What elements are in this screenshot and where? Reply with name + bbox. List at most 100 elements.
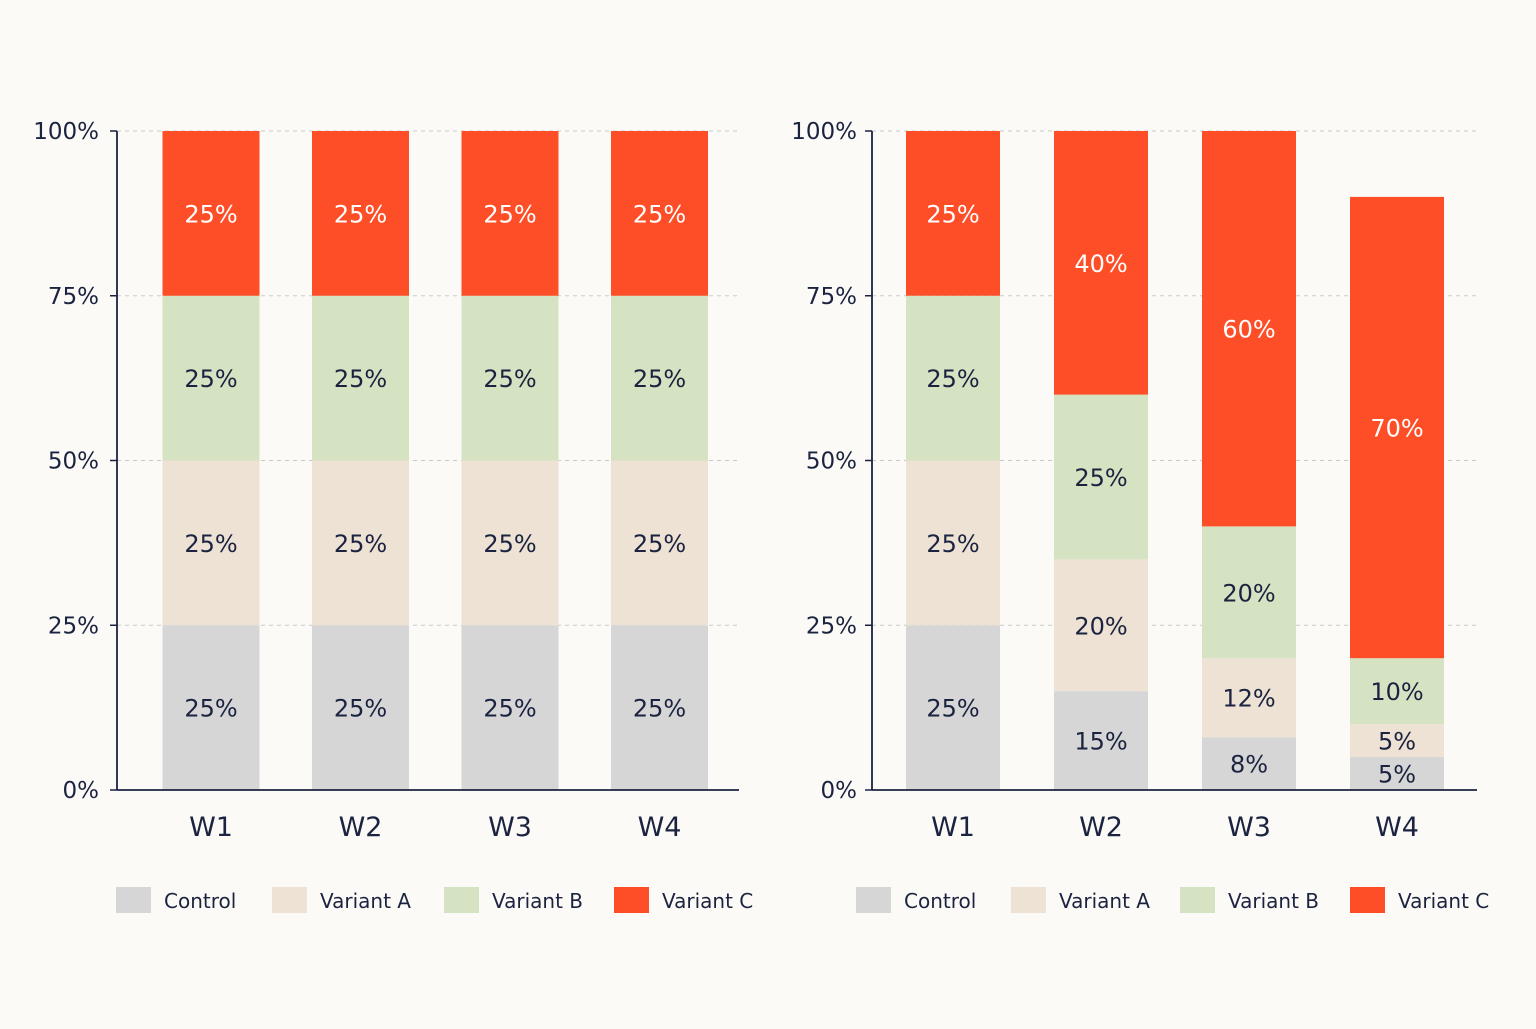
data-label: 25% xyxy=(483,365,536,393)
bar-stack-w1: 25% 25% 25% 25% xyxy=(906,131,1000,790)
legend-label: Variant B xyxy=(1228,889,1319,913)
bar-segment-variant-b xyxy=(1202,526,1296,659)
data-label: 5% xyxy=(1378,728,1416,756)
legend-swatch xyxy=(444,887,479,913)
bar-segment-variant-a xyxy=(312,460,409,626)
bar-segment-control xyxy=(1202,737,1296,790)
y-tick-label: 0% xyxy=(63,778,100,804)
data-label: 25% xyxy=(633,695,686,723)
legend-swatch xyxy=(272,887,307,913)
data-label: 25% xyxy=(926,695,979,723)
y-tick-label: 75% xyxy=(806,284,857,310)
bar-segment-control xyxy=(1350,757,1444,790)
bar-segment-variant-c xyxy=(1202,131,1296,527)
x-tick-label: W3 xyxy=(488,812,532,843)
x-tick-label: W4 xyxy=(638,812,682,843)
data-label: 25% xyxy=(334,530,387,558)
data-label: 25% xyxy=(633,365,686,393)
bar-segment-variant-b xyxy=(312,295,409,461)
bar-segment-variant-c xyxy=(1054,131,1148,395)
bar-segment-variant-c xyxy=(611,131,708,296)
bar-segment-variant-a xyxy=(906,460,1000,626)
bar-segment-control xyxy=(312,625,409,790)
legend-swatch xyxy=(1180,887,1215,913)
bar-segment-control xyxy=(461,625,559,790)
legend-label: Variant A xyxy=(1059,889,1150,913)
bar-stack-w3: 8% 12% 20% 60% xyxy=(1202,131,1296,790)
bar-segment-variant-a xyxy=(1202,658,1296,738)
data-label: 25% xyxy=(633,200,686,228)
bar-segment-variant-c xyxy=(162,131,260,296)
legend-label: Control xyxy=(164,889,236,913)
legend-label: Variant A xyxy=(320,889,411,913)
bar-segment-variant-b xyxy=(461,295,559,461)
bar-stack-w2: 15% 20% 25% 40% xyxy=(1054,131,1148,790)
y-tick-label: 50% xyxy=(806,449,857,475)
data-label: 25% xyxy=(926,530,979,558)
bar-segment-variant-b xyxy=(611,295,708,461)
data-label: 25% xyxy=(633,530,686,558)
data-label: 40% xyxy=(1074,250,1127,278)
data-label: 60% xyxy=(1222,316,1275,344)
legend: Control Variant A Variant B Variant C xyxy=(856,887,1489,913)
bar-segment-control xyxy=(906,625,1000,790)
legend-swatch xyxy=(1350,887,1385,913)
data-label: 5% xyxy=(1378,761,1416,789)
legend-label: Variant B xyxy=(492,889,583,913)
x-tick-label: W2 xyxy=(1079,812,1123,843)
chart-panel-2: 0% 25% 50% 75% 100% 25% 25% 25% 25% W1 15% 20% 25% 40… xyxy=(791,119,1489,913)
bar-segment-variant-b xyxy=(1054,394,1148,560)
legend-swatch xyxy=(116,887,151,913)
legend-label: Variant C xyxy=(1398,889,1489,913)
bar-stack-w3: 25% 25% 25% 25% xyxy=(461,131,559,790)
bar-segment-variant-c xyxy=(312,131,409,296)
bar-segment-variant-c xyxy=(461,131,559,296)
bar-segment-variant-b xyxy=(1350,658,1444,725)
bar-stack-w1: 25% 25% 25% 25% xyxy=(162,131,260,790)
legend: Control Variant A Variant B Variant C xyxy=(116,887,753,913)
bar-segment-variant-a xyxy=(162,460,260,626)
legend-label: Variant C xyxy=(662,889,753,913)
data-label: 25% xyxy=(184,200,237,228)
data-label: 25% xyxy=(483,530,536,558)
legend-swatch xyxy=(856,887,891,913)
y-tick-label: 25% xyxy=(806,613,857,639)
chart-panel-1: 0%25%50%75%100%25%25%25%25%W125%25%25%25… xyxy=(33,119,753,913)
data-label: 10% xyxy=(1370,678,1423,706)
data-label: 25% xyxy=(184,365,237,393)
x-tick-label: W4 xyxy=(1375,812,1419,843)
bar-segment-variant-c xyxy=(1350,196,1444,659)
bar-stack-w4: 5% 5% 10% 70% xyxy=(1350,196,1444,790)
bar-stack-w2: 25% 25% 25% 25% xyxy=(312,131,409,790)
data-label: 25% xyxy=(334,695,387,723)
data-label: 20% xyxy=(1222,579,1275,607)
data-label: 8% xyxy=(1230,751,1268,779)
data-label: 20% xyxy=(1074,612,1127,640)
y-tick-label: 0% xyxy=(821,778,858,804)
bar-segment-control xyxy=(1054,691,1148,790)
bar-segment-variant-a xyxy=(611,460,708,626)
data-label: 70% xyxy=(1370,415,1423,443)
legend-swatch xyxy=(1011,887,1046,913)
data-label: 25% xyxy=(483,695,536,723)
y-tick-label: 100% xyxy=(791,119,857,145)
y-tick-label: 100% xyxy=(33,119,99,145)
legend-label: Control xyxy=(904,889,976,913)
x-tick-label: W1 xyxy=(189,812,233,843)
data-label: 12% xyxy=(1222,685,1275,713)
x-tick-label: W1 xyxy=(931,812,975,843)
bar-segment-control xyxy=(611,625,708,790)
data-label: 25% xyxy=(926,200,979,228)
data-label: 25% xyxy=(1074,464,1127,492)
bar-segment-variant-a xyxy=(461,460,559,626)
bar-segment-variant-a xyxy=(1350,724,1444,758)
data-label: 25% xyxy=(334,365,387,393)
bar-segment-variant-c xyxy=(906,131,1000,296)
legend-swatch xyxy=(614,887,649,913)
bar-segment-control xyxy=(162,625,260,790)
data-label: 25% xyxy=(926,365,979,393)
bar-segment-variant-a xyxy=(1054,559,1148,692)
x-tick-label: W2 xyxy=(339,812,383,843)
data-label: 25% xyxy=(184,530,237,558)
